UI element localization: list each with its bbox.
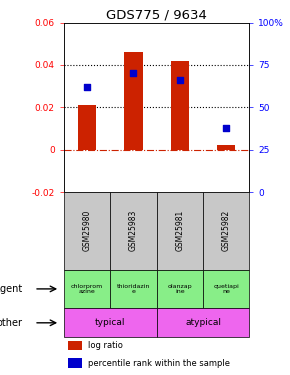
Point <box>177 77 182 83</box>
Bar <box>157 192 203 270</box>
Point <box>85 84 89 90</box>
Text: chlorprom
azine: chlorprom azine <box>71 284 103 294</box>
Bar <box>64 308 157 338</box>
Text: other: other <box>0 318 23 328</box>
Point <box>224 124 229 130</box>
Bar <box>68 341 82 350</box>
Text: percentile rank within the sample: percentile rank within the sample <box>88 358 230 368</box>
Bar <box>203 192 249 270</box>
Bar <box>110 270 157 308</box>
Text: GSM25981: GSM25981 <box>175 210 184 251</box>
Point <box>131 70 136 76</box>
Text: agent: agent <box>0 284 23 294</box>
Text: typical: typical <box>95 318 126 327</box>
Bar <box>64 270 110 308</box>
Text: GSM25980: GSM25980 <box>82 210 92 252</box>
Bar <box>217 146 235 150</box>
Bar <box>157 270 203 308</box>
Text: olanzap
ine: olanzap ine <box>168 284 192 294</box>
Bar <box>171 61 189 150</box>
Text: atypical: atypical <box>185 318 221 327</box>
Bar <box>68 358 82 368</box>
Text: GSM25982: GSM25982 <box>222 210 231 251</box>
Bar <box>78 105 96 150</box>
Text: GSM25983: GSM25983 <box>129 210 138 252</box>
Bar <box>64 192 110 270</box>
Bar <box>124 52 143 150</box>
Text: log ratio: log ratio <box>88 341 123 350</box>
Bar <box>157 308 249 338</box>
Bar <box>110 192 157 270</box>
Title: GDS775 / 9634: GDS775 / 9634 <box>106 8 207 21</box>
Bar <box>203 270 249 308</box>
Text: thioridazin
e: thioridazin e <box>117 284 150 294</box>
Text: quetiapi
ne: quetiapi ne <box>213 284 239 294</box>
